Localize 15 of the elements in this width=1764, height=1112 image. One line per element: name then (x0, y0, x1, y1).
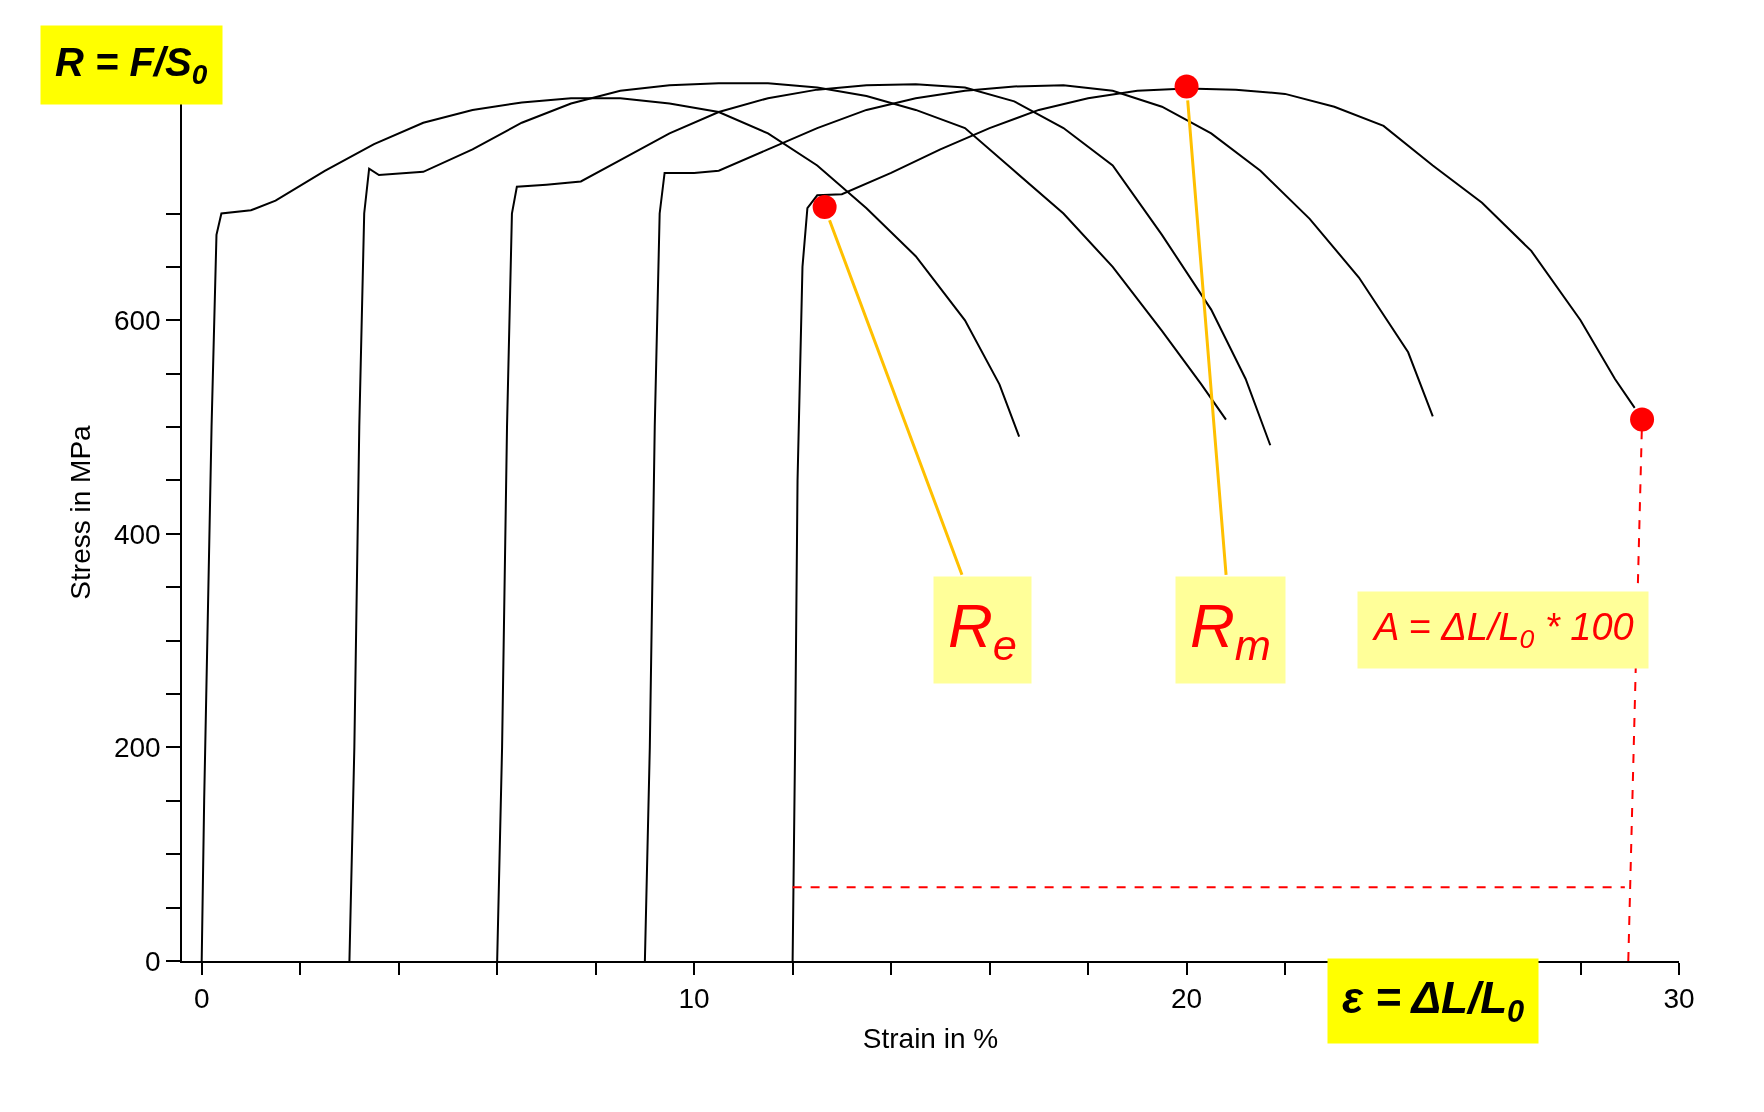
annotation: R = F/S$_{0}$ (55, 40, 208, 91)
x-axis-title: Strain in % (862, 1022, 999, 1054)
y-axis-title: Stress in MPa (65, 424, 97, 600)
y-tick-label: 200 (113, 732, 161, 764)
y-tick-label: 400 (113, 518, 161, 550)
x-tick-label: 10 (678, 983, 710, 1015)
y-tick-label: 0 (145, 945, 161, 977)
x-tick-label: 20 (1170, 983, 1203, 1015)
annotation: R$_{m}$ (1190, 591, 1271, 670)
x-tick-label: 0 (193, 983, 210, 1015)
text: ε = ΔL/L$_{0}$ (1342, 973, 1525, 1030)
y-tick-label: 600 (113, 305, 161, 337)
annotation: A = ΔL/L$_{0}$ * 100 (1372, 606, 1634, 654)
x-tick-label: 30 (1663, 983, 1695, 1015)
annotation: R$_{e}$ (948, 591, 1017, 670)
